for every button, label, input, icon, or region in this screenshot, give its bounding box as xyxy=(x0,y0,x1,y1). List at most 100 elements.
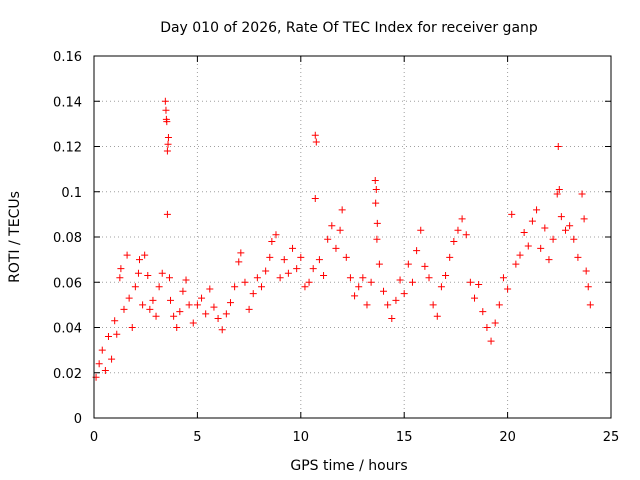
data-point xyxy=(170,312,178,320)
y-axis-title: ROTI / TECUs xyxy=(7,191,23,283)
data-point xyxy=(289,244,297,252)
data-point xyxy=(495,301,503,309)
data-point xyxy=(268,238,276,246)
data-point xyxy=(328,222,336,230)
data-point xyxy=(231,283,239,291)
data-point xyxy=(117,265,125,273)
y-tick-label: 0.06 xyxy=(53,276,82,291)
data-point xyxy=(280,256,288,264)
data-point xyxy=(163,210,171,218)
data-point xyxy=(149,296,157,304)
data-point xyxy=(528,217,536,225)
data-point xyxy=(113,330,121,338)
data-point xyxy=(446,253,454,261)
data-point xyxy=(305,278,313,286)
data-point xyxy=(245,305,253,313)
data-point xyxy=(584,283,592,291)
data-point xyxy=(301,283,309,291)
data-point xyxy=(580,215,588,223)
data-point xyxy=(499,274,507,282)
data-point xyxy=(408,278,416,286)
data-point xyxy=(128,324,136,331)
data-point xyxy=(198,294,206,302)
data-point xyxy=(578,190,586,198)
data-point xyxy=(342,253,350,261)
y-tick-label: 0.08 xyxy=(53,231,82,246)
data-point xyxy=(355,283,363,291)
data-point xyxy=(165,274,173,282)
data-point xyxy=(206,285,214,293)
x-axis-title: GPS time / hours xyxy=(290,458,407,474)
y-tick-label: 0.04 xyxy=(53,322,82,337)
data-point xyxy=(372,199,380,207)
data-point xyxy=(324,235,332,243)
data-point xyxy=(574,253,582,261)
y-tick-label: 0.16 xyxy=(53,50,82,65)
data-point xyxy=(487,337,495,345)
data-point xyxy=(131,283,139,291)
data-point xyxy=(312,138,320,146)
plot-frame xyxy=(93,55,612,419)
data-point xyxy=(134,269,142,277)
data-point xyxy=(241,278,249,286)
data-point xyxy=(262,267,270,275)
data-point xyxy=(475,281,483,289)
data-point xyxy=(566,222,574,230)
chart-title: Day 010 of 2026, Rate Of TEC Index for r… xyxy=(160,20,538,36)
data-point xyxy=(516,251,524,259)
y-tick-label: 0.12 xyxy=(53,141,82,156)
data-point xyxy=(202,310,210,318)
x-tick-label: 0 xyxy=(90,430,98,445)
data-point xyxy=(272,231,280,239)
data-point xyxy=(155,283,163,291)
data-point xyxy=(421,262,429,270)
data-point xyxy=(429,301,437,309)
data-point xyxy=(555,185,563,193)
data-point xyxy=(266,253,274,261)
data-point xyxy=(437,283,445,291)
data-point xyxy=(483,324,491,331)
data-point xyxy=(425,274,433,282)
data-point xyxy=(98,346,106,354)
data-point xyxy=(141,251,149,259)
data-point xyxy=(163,147,171,155)
data-point xyxy=(413,247,421,255)
data-point xyxy=(210,303,218,311)
data-point xyxy=(95,360,103,368)
data-point xyxy=(311,195,319,203)
data-point xyxy=(163,118,171,126)
y-tick-label: 0 xyxy=(74,412,82,427)
data-point xyxy=(309,265,317,273)
data-point xyxy=(359,274,367,282)
data-point xyxy=(570,235,578,243)
data-point xyxy=(332,244,340,252)
data-point xyxy=(125,294,133,302)
data-point xyxy=(284,269,292,277)
data-point xyxy=(164,140,172,148)
data-point xyxy=(158,269,166,277)
data-point xyxy=(139,301,147,309)
y-tick-label: 0.1 xyxy=(61,186,82,201)
data-point xyxy=(135,256,143,264)
data-point xyxy=(351,292,359,300)
data-point xyxy=(462,231,470,239)
data-point xyxy=(417,226,425,234)
data-point xyxy=(179,287,187,295)
data-point xyxy=(549,235,557,243)
data-point xyxy=(237,249,245,257)
data-point xyxy=(520,228,528,236)
data-point xyxy=(253,274,261,282)
data-point xyxy=(442,271,450,279)
data-point xyxy=(193,301,201,309)
axis-ticks xyxy=(93,55,612,419)
data-point xyxy=(162,106,170,114)
data-point xyxy=(144,271,152,279)
data-point xyxy=(373,219,381,227)
data-point xyxy=(226,299,234,307)
data-point xyxy=(533,206,541,214)
data-point xyxy=(164,133,172,141)
data-point xyxy=(491,319,499,327)
data-point xyxy=(400,290,408,298)
data-point xyxy=(582,267,590,275)
data-point xyxy=(554,143,562,150)
